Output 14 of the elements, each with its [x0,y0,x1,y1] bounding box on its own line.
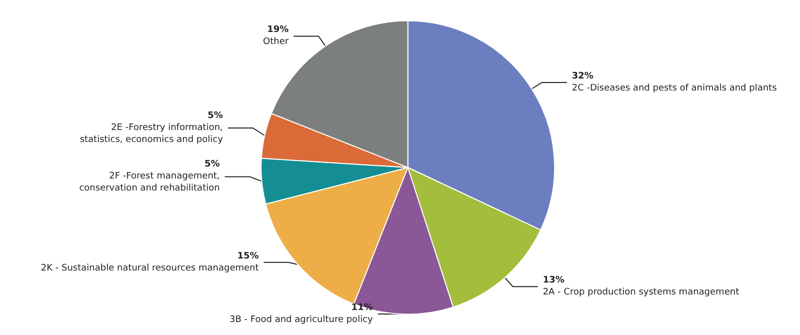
slice-label: 2A - Crop production systems management [542,288,740,298]
data-label: 32% [572,71,594,82]
slice-label: 2K - Sustainable natural resources management [40,263,260,274]
data-label: 5% [204,160,220,170]
slice-label: 2F -Forest management, conservation and rehabilitation [79,172,220,194]
slice-label: Other [263,37,289,48]
data-label: 19% [267,25,289,36]
slice-label: 3B - Food and agriculture policy [230,315,374,325]
data-label: 5% [208,111,223,122]
slice-label: 2C -Diseases and pests of animals and plants [572,83,778,94]
data-label: 13% [542,276,564,286]
slice-label: 2E -Forestry information, statistics, economics and policy [80,123,224,146]
data-label: 15% [237,251,259,262]
data-label: 11% [351,303,373,313]
